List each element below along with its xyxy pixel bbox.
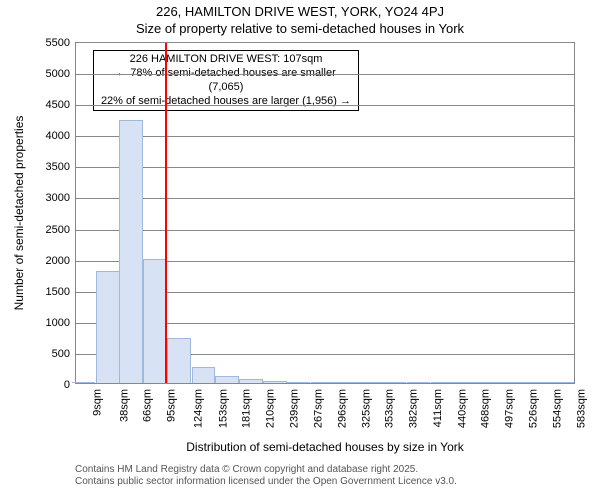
gridline — [76, 74, 574, 75]
histogram-bar — [526, 382, 550, 383]
histogram-bar — [167, 338, 191, 383]
annotation-line3: 22% of semi-detached houses are larger (… — [98, 95, 355, 109]
chart-container: 226, HAMILTON DRIVE WEST, YORK, YO24 4PJ… — [0, 0, 600, 500]
gridline — [76, 167, 574, 168]
chart-title-main: 226, HAMILTON DRIVE WEST, YORK, YO24 4PJ — [0, 4, 600, 19]
ytick-label: 0 — [64, 379, 70, 391]
ytick-label: 4000 — [46, 130, 70, 142]
ytick-label: 2500 — [46, 224, 70, 236]
ytick-label: 4500 — [46, 99, 70, 111]
ytick-label: 2000 — [46, 255, 70, 267]
footnote-line2: Contains public sector information licen… — [75, 476, 457, 488]
ytick-label: 3500 — [46, 161, 70, 173]
xtick-label: 38sqm — [118, 389, 130, 422]
histogram-bar — [478, 382, 502, 383]
footnote-line1: Contains HM Land Registry data © Crown c… — [75, 464, 457, 476]
histogram-bar — [335, 382, 359, 383]
property-marker-line — [165, 43, 167, 383]
histogram-bar — [96, 271, 120, 383]
gridline — [76, 136, 574, 137]
xtick-label: 9sqm — [91, 389, 103, 416]
xtick-label: 583sqm — [575, 389, 587, 428]
histogram-bar — [192, 367, 216, 383]
histogram-bar — [263, 381, 287, 383]
histogram-bar — [72, 382, 96, 383]
gridline — [76, 105, 574, 106]
histogram-bar — [407, 382, 431, 383]
xtick-label: 497sqm — [504, 389, 516, 428]
histogram-bar — [287, 382, 311, 383]
histogram-bar — [215, 376, 239, 383]
histogram-bar — [550, 382, 574, 383]
y-axis-label: Number of semi-detached properties — [12, 116, 26, 311]
histogram-bar — [119, 120, 143, 383]
histogram-bar — [382, 382, 406, 383]
xtick-label: 382sqm — [408, 389, 420, 428]
xtick-label: 411sqm — [432, 389, 444, 427]
histogram-bar — [431, 382, 455, 383]
ytick-label: 500 — [52, 348, 70, 360]
annotation-line1: 226 HAMILTON DRIVE WEST: 107sqm — [98, 53, 355, 67]
xtick-label: 554sqm — [551, 389, 563, 428]
histogram-bar — [502, 382, 526, 383]
ytick-label: 5500 — [46, 37, 70, 49]
histogram-bar — [454, 382, 478, 383]
xtick-label: 95sqm — [166, 389, 178, 422]
ytick-label: 3000 — [46, 192, 70, 204]
ytick-label: 5000 — [46, 68, 70, 80]
xtick-label: 440sqm — [456, 389, 468, 428]
gridline — [76, 198, 574, 199]
ytick-label: 1500 — [46, 286, 70, 298]
xtick-label: 66sqm — [142, 389, 154, 422]
histogram-bar — [143, 259, 167, 383]
chart-title-sub: Size of property relative to semi-detach… — [0, 21, 600, 36]
annotation-box: 226 HAMILTON DRIVE WEST: 107sqm ← 78% of… — [93, 50, 360, 111]
histogram-bar — [311, 382, 335, 383]
xtick-label: 325sqm — [360, 389, 372, 428]
gridline — [76, 230, 574, 231]
ytick-label: 1000 — [46, 317, 70, 329]
xtick-label: 353sqm — [384, 389, 396, 428]
xtick-label: 468sqm — [480, 389, 492, 428]
annotation-line2: ← 78% of semi-detached houses are smalle… — [98, 67, 355, 95]
xtick-label: 267sqm — [312, 389, 324, 428]
xtick-label: 296sqm — [336, 389, 348, 428]
xtick-label: 239sqm — [289, 389, 301, 428]
xtick-label: 181sqm — [240, 389, 252, 428]
xtick-label: 210sqm — [265, 389, 277, 428]
xtick-label: 124sqm — [193, 389, 205, 428]
plot-area: 226 HAMILTON DRIVE WEST: 107sqm ← 78% of… — [75, 42, 575, 384]
histogram-bar — [239, 379, 263, 383]
xtick-label: 526sqm — [528, 389, 540, 428]
footnote: Contains HM Land Registry data © Crown c… — [75, 464, 457, 488]
x-axis-label: Distribution of semi-detached houses by … — [75, 440, 575, 454]
xtick-label: 153sqm — [217, 389, 229, 428]
histogram-bar — [358, 382, 382, 383]
